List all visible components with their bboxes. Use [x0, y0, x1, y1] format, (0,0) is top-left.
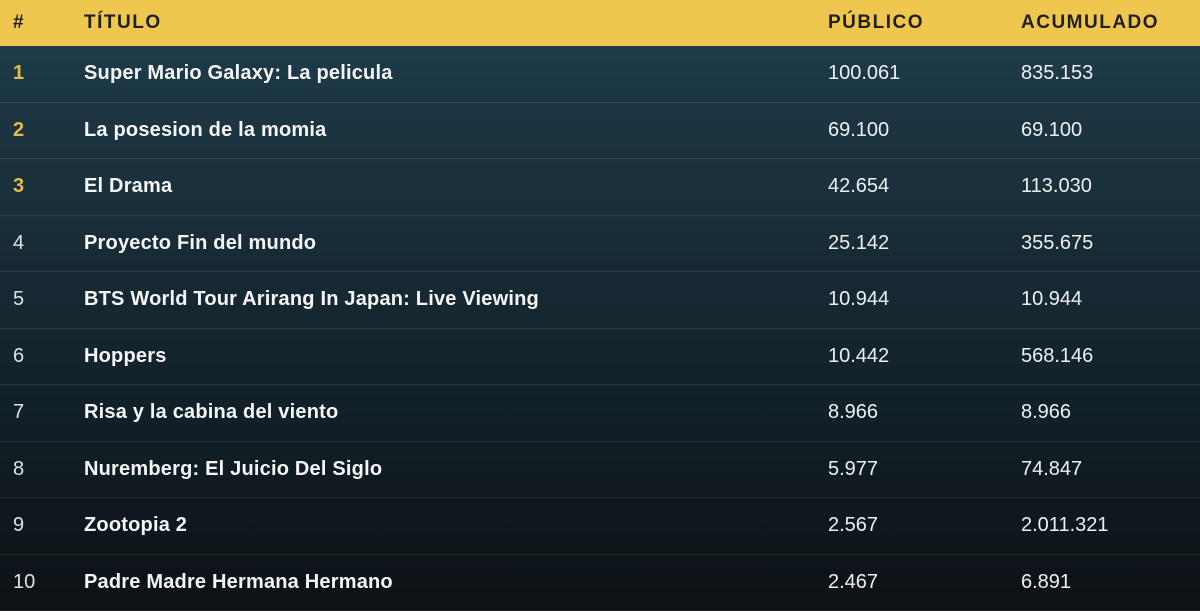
title-cell: Risa y la cabina del viento: [84, 401, 339, 424]
table-row: 10 Padre Madre Hermana Hermano 2.467 6.8…: [0, 555, 1200, 611]
rank-cell: 10: [13, 570, 36, 593]
title-cell: La posesion de la momia: [84, 118, 327, 141]
publico-cell: 10.944: [828, 288, 890, 311]
publico-cell: 100.061: [828, 62, 901, 85]
publico-cell: 8.966: [828, 401, 879, 424]
title-cell: Proyecto Fin del mundo: [84, 231, 317, 254]
acumulado-cell: 10.944: [1021, 288, 1083, 311]
acumulado-cell: 8.966: [1021, 401, 1072, 424]
table-row: 7 Risa y la cabina del viento 8.966 8.96…: [0, 385, 1200, 442]
acumulado-cell: 568.146: [1021, 344, 1094, 367]
title-cell: Hoppers: [84, 344, 167, 367]
rank-cell: 8: [13, 457, 25, 480]
title-cell: El Drama: [84, 175, 173, 198]
title-cell: BTS World Tour Arirang In Japan: Live Vi…: [84, 288, 539, 311]
publico-cell: 42.654: [828, 175, 890, 198]
title-cell: Nuremberg: El Juicio Del Siglo: [84, 457, 383, 480]
publico-cell: 2.467: [828, 570, 879, 593]
acumulado-cell: 6.891: [1021, 570, 1072, 593]
table-row: 9 Zootopia 2 2.567 2.011.321: [0, 498, 1200, 555]
table-body: 1 Super Mario Galaxy: La pelicula 100.06…: [0, 46, 1200, 611]
publico-cell: 25.142: [828, 231, 890, 254]
column-header-publico: PÚBLICO: [828, 12, 924, 33]
publico-cell: 10.442: [828, 344, 890, 367]
table-header: # TÍTULO PÚBLICO ACUMULADO: [0, 0, 1200, 46]
title-cell: Padre Madre Hermana Hermano: [84, 570, 393, 593]
table-row: 1 Super Mario Galaxy: La pelicula 100.06…: [0, 46, 1200, 103]
acumulado-cell: 69.100: [1021, 118, 1083, 141]
title-cell: Super Mario Galaxy: La pelicula: [84, 62, 393, 85]
rank-cell: 5: [13, 288, 25, 311]
acumulado-cell: 355.675: [1021, 231, 1094, 254]
table-row: 8 Nuremberg: El Juicio Del Siglo 5.977 7…: [0, 442, 1200, 498]
table-row: 2 La posesion de la momia 69.100 69.100: [0, 103, 1200, 159]
table-row: 5 BTS World Tour Arirang In Japan: Live …: [0, 272, 1200, 329]
publico-cell: 5.977: [828, 457, 879, 480]
column-header-acumulado: ACUMULADO: [1021, 12, 1160, 33]
rank-cell: 2: [13, 118, 25, 141]
publico-cell: 69.100: [828, 118, 890, 141]
acumulado-cell: 113.030: [1021, 175, 1092, 198]
rank-cell: 4: [13, 231, 25, 254]
table-row: 6 Hoppers 10.442 568.146: [0, 329, 1200, 385]
title-cell: Zootopia 2: [84, 514, 188, 537]
acumulado-cell: 74.847: [1021, 457, 1083, 480]
rank-cell: 1: [13, 62, 25, 85]
rank-cell: 6: [13, 344, 25, 367]
column-header-rank: #: [13, 12, 26, 33]
rank-cell: 7: [13, 401, 25, 424]
table-row: 4 Proyecto Fin del mundo 25.142 355.675: [0, 216, 1200, 272]
acumulado-cell: 835.153: [1021, 62, 1094, 85]
table-row: 3 El Drama 42.654 113.030: [0, 159, 1200, 216]
rank-cell: 3: [13, 175, 25, 198]
acumulado-cell: 2.011.321: [1021, 514, 1109, 537]
rank-cell: 9: [13, 514, 25, 537]
publico-cell: 2.567: [828, 514, 879, 537]
column-header-title: TÍTULO: [84, 12, 162, 33]
